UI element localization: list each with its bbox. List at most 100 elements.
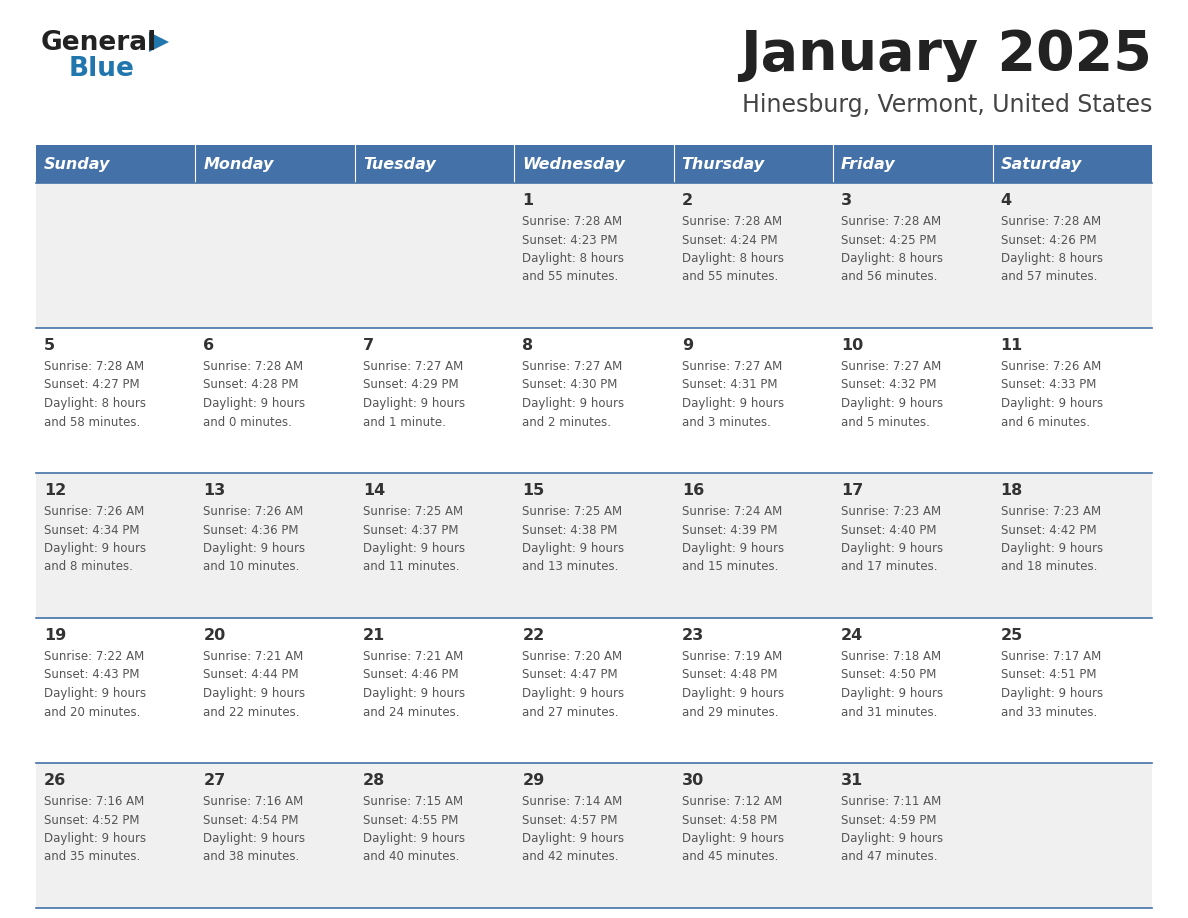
Text: Sunrise: 7:26 AM: Sunrise: 7:26 AM xyxy=(44,505,144,518)
Text: Daylight: 9 hours: Daylight: 9 hours xyxy=(523,687,625,700)
Text: Sunrise: 7:26 AM: Sunrise: 7:26 AM xyxy=(1000,360,1101,373)
Text: and 22 minutes.: and 22 minutes. xyxy=(203,706,299,719)
Text: and 24 minutes.: and 24 minutes. xyxy=(362,706,460,719)
Text: and 8 minutes.: and 8 minutes. xyxy=(44,561,133,574)
Bar xyxy=(674,618,833,763)
Text: Sunset: 4:54 PM: Sunset: 4:54 PM xyxy=(203,813,299,826)
Text: Sunrise: 7:27 AM: Sunrise: 7:27 AM xyxy=(841,360,941,373)
Bar xyxy=(36,145,196,183)
Bar xyxy=(196,763,355,908)
Text: Sunrise: 7:25 AM: Sunrise: 7:25 AM xyxy=(523,505,623,518)
Text: Daylight: 8 hours: Daylight: 8 hours xyxy=(1000,252,1102,265)
Text: 20: 20 xyxy=(203,628,226,643)
Text: Daylight: 9 hours: Daylight: 9 hours xyxy=(841,397,943,410)
Text: Sunset: 4:27 PM: Sunset: 4:27 PM xyxy=(44,378,140,391)
Bar xyxy=(355,473,514,618)
Text: Daylight: 9 hours: Daylight: 9 hours xyxy=(523,832,625,845)
Text: Sunset: 4:43 PM: Sunset: 4:43 PM xyxy=(44,668,139,681)
Bar xyxy=(355,145,514,183)
Text: Daylight: 8 hours: Daylight: 8 hours xyxy=(523,252,624,265)
Bar xyxy=(833,618,992,763)
Text: 23: 23 xyxy=(682,628,704,643)
Text: and 13 minutes.: and 13 minutes. xyxy=(523,561,619,574)
Text: and 3 minutes.: and 3 minutes. xyxy=(682,416,771,429)
Text: 8: 8 xyxy=(523,338,533,353)
Text: 16: 16 xyxy=(682,483,704,498)
Text: General: General xyxy=(42,30,157,56)
Text: Sunset: 4:50 PM: Sunset: 4:50 PM xyxy=(841,668,936,681)
Text: and 15 minutes.: and 15 minutes. xyxy=(682,561,778,574)
Text: Sunrise: 7:16 AM: Sunrise: 7:16 AM xyxy=(44,795,144,808)
Text: Daylight: 9 hours: Daylight: 9 hours xyxy=(1000,687,1102,700)
Text: 22: 22 xyxy=(523,628,544,643)
Text: Friday: Friday xyxy=(841,156,896,172)
Text: Sunrise: 7:28 AM: Sunrise: 7:28 AM xyxy=(203,360,304,373)
Text: Saturday: Saturday xyxy=(1000,156,1082,172)
Text: Sunrise: 7:19 AM: Sunrise: 7:19 AM xyxy=(682,650,782,663)
Text: Sunrise: 7:11 AM: Sunrise: 7:11 AM xyxy=(841,795,941,808)
Text: and 58 minutes.: and 58 minutes. xyxy=(44,416,140,429)
Text: and 42 minutes.: and 42 minutes. xyxy=(523,850,619,864)
Text: and 56 minutes.: and 56 minutes. xyxy=(841,271,937,284)
Text: Sunrise: 7:24 AM: Sunrise: 7:24 AM xyxy=(682,505,782,518)
Text: and 11 minutes.: and 11 minutes. xyxy=(362,561,460,574)
Text: Sunset: 4:28 PM: Sunset: 4:28 PM xyxy=(203,378,299,391)
Bar xyxy=(196,145,355,183)
Text: Monday: Monday xyxy=(203,156,273,172)
Text: Sunset: 4:30 PM: Sunset: 4:30 PM xyxy=(523,378,618,391)
Text: Daylight: 9 hours: Daylight: 9 hours xyxy=(362,687,465,700)
Text: and 45 minutes.: and 45 minutes. xyxy=(682,850,778,864)
Text: 1: 1 xyxy=(523,193,533,208)
Text: Sunrise: 7:21 AM: Sunrise: 7:21 AM xyxy=(362,650,463,663)
Text: 15: 15 xyxy=(523,483,544,498)
Text: 28: 28 xyxy=(362,773,385,788)
Text: Sunrise: 7:27 AM: Sunrise: 7:27 AM xyxy=(362,360,463,373)
Text: and 1 minute.: and 1 minute. xyxy=(362,416,446,429)
Text: and 0 minutes.: and 0 minutes. xyxy=(203,416,292,429)
Text: 3: 3 xyxy=(841,193,852,208)
Text: Wednesday: Wednesday xyxy=(523,156,625,172)
Text: Daylight: 9 hours: Daylight: 9 hours xyxy=(203,687,305,700)
Text: Sunset: 4:58 PM: Sunset: 4:58 PM xyxy=(682,813,777,826)
Text: Sunset: 4:24 PM: Sunset: 4:24 PM xyxy=(682,233,777,247)
Text: Sunrise: 7:27 AM: Sunrise: 7:27 AM xyxy=(523,360,623,373)
Text: Daylight: 9 hours: Daylight: 9 hours xyxy=(682,687,784,700)
Bar xyxy=(36,183,196,328)
Text: Sunset: 4:25 PM: Sunset: 4:25 PM xyxy=(841,233,936,247)
Bar xyxy=(833,145,992,183)
Text: Sunset: 4:34 PM: Sunset: 4:34 PM xyxy=(44,523,139,536)
Text: Daylight: 9 hours: Daylight: 9 hours xyxy=(841,542,943,555)
Text: Sunrise: 7:23 AM: Sunrise: 7:23 AM xyxy=(841,505,941,518)
Text: 17: 17 xyxy=(841,483,864,498)
Text: Sunset: 4:52 PM: Sunset: 4:52 PM xyxy=(44,813,139,826)
Bar xyxy=(514,183,674,328)
Bar xyxy=(355,763,514,908)
Text: Sunrise: 7:27 AM: Sunrise: 7:27 AM xyxy=(682,360,782,373)
Bar xyxy=(992,618,1152,763)
Text: Sunset: 4:55 PM: Sunset: 4:55 PM xyxy=(362,813,459,826)
Text: Sunset: 4:39 PM: Sunset: 4:39 PM xyxy=(682,523,777,536)
Text: and 6 minutes.: and 6 minutes. xyxy=(1000,416,1089,429)
Text: Sunrise: 7:25 AM: Sunrise: 7:25 AM xyxy=(362,505,463,518)
Text: Daylight: 9 hours: Daylight: 9 hours xyxy=(523,542,625,555)
Text: Daylight: 9 hours: Daylight: 9 hours xyxy=(841,832,943,845)
Text: Daylight: 9 hours: Daylight: 9 hours xyxy=(841,687,943,700)
Text: 29: 29 xyxy=(523,773,544,788)
Text: 4: 4 xyxy=(1000,193,1012,208)
Text: Daylight: 9 hours: Daylight: 9 hours xyxy=(362,832,465,845)
Text: Daylight: 9 hours: Daylight: 9 hours xyxy=(362,542,465,555)
Text: and 55 minutes.: and 55 minutes. xyxy=(682,271,778,284)
Text: Sunrise: 7:28 AM: Sunrise: 7:28 AM xyxy=(1000,215,1101,228)
Bar xyxy=(196,183,355,328)
Text: Sunrise: 7:26 AM: Sunrise: 7:26 AM xyxy=(203,505,304,518)
Text: Sunrise: 7:20 AM: Sunrise: 7:20 AM xyxy=(523,650,623,663)
Text: Sunrise: 7:28 AM: Sunrise: 7:28 AM xyxy=(523,215,623,228)
Text: Sunrise: 7:14 AM: Sunrise: 7:14 AM xyxy=(523,795,623,808)
Bar xyxy=(992,763,1152,908)
Text: Daylight: 9 hours: Daylight: 9 hours xyxy=(682,832,784,845)
Text: and 31 minutes.: and 31 minutes. xyxy=(841,706,937,719)
Text: Sunrise: 7:22 AM: Sunrise: 7:22 AM xyxy=(44,650,144,663)
Text: 27: 27 xyxy=(203,773,226,788)
Text: Sunset: 4:47 PM: Sunset: 4:47 PM xyxy=(523,668,618,681)
Text: Daylight: 9 hours: Daylight: 9 hours xyxy=(523,397,625,410)
